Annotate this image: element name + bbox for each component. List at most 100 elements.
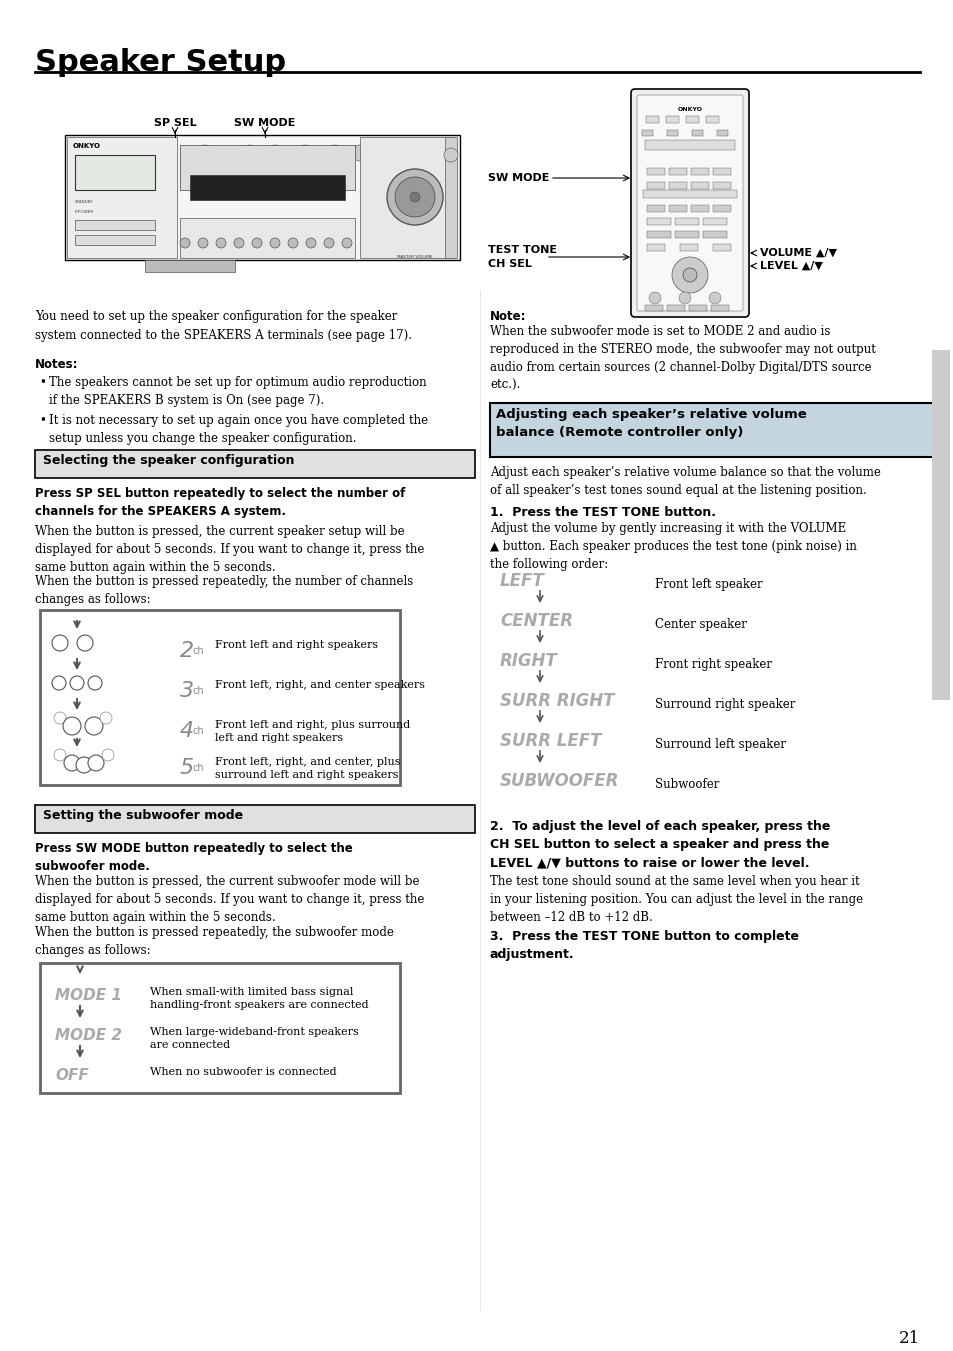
Circle shape [215,238,226,249]
Text: 3: 3 [180,681,193,701]
Circle shape [100,712,112,724]
Text: Notes:: Notes: [35,358,78,372]
FancyBboxPatch shape [40,611,399,785]
FancyBboxPatch shape [690,168,708,176]
Text: MODE 1: MODE 1 [55,988,122,1002]
FancyBboxPatch shape [75,235,154,245]
Circle shape [102,748,113,761]
Text: ch: ch [193,686,204,696]
FancyBboxPatch shape [630,89,748,317]
Circle shape [52,676,66,690]
FancyBboxPatch shape [675,218,699,226]
FancyBboxPatch shape [190,176,345,200]
FancyBboxPatch shape [702,218,726,226]
Text: Setting the subwoofer mode: Setting the subwoofer mode [43,809,243,821]
Circle shape [341,238,352,249]
Circle shape [327,145,343,161]
FancyBboxPatch shape [75,220,154,230]
FancyBboxPatch shape [646,231,670,238]
Circle shape [63,717,81,735]
FancyBboxPatch shape [65,135,459,259]
Text: ch: ch [193,646,204,657]
FancyBboxPatch shape [646,245,664,251]
FancyBboxPatch shape [642,190,737,199]
FancyBboxPatch shape [646,205,664,212]
FancyBboxPatch shape [490,403,939,457]
Text: Center speaker: Center speaker [655,617,746,631]
FancyBboxPatch shape [712,168,730,176]
Circle shape [88,755,104,771]
FancyBboxPatch shape [637,95,742,311]
FancyBboxPatch shape [668,205,686,212]
Text: 3.  Press the TEST TONE button to complete
adjustment.: 3. Press the TEST TONE button to complet… [490,929,799,961]
Text: Front left, right, and center, plus
surround left and right speakers: Front left, right, and center, plus surr… [214,757,400,780]
FancyBboxPatch shape [646,182,664,189]
Text: Adjust each speaker’s relative volume balance so that the volume
of all speaker’: Adjust each speaker’s relative volume ba… [490,466,880,497]
Text: Front right speaker: Front right speaker [655,658,771,671]
FancyBboxPatch shape [702,231,726,238]
FancyBboxPatch shape [180,218,355,258]
Circle shape [54,712,66,724]
FancyBboxPatch shape [690,182,708,189]
Circle shape [270,238,280,249]
Circle shape [395,177,435,218]
Circle shape [180,238,190,249]
Circle shape [76,757,91,773]
Text: When small-with limited bass signal
handling-front speakers are connected: When small-with limited bass signal hand… [150,988,368,1011]
FancyBboxPatch shape [40,963,399,1093]
Text: Front left speaker: Front left speaker [655,578,761,590]
Text: When the button is pressed repeatedly, the subwoofer mode
changes as follows:: When the button is pressed repeatedly, t… [35,925,394,957]
Text: When large-wideband-front speakers
are connected: When large-wideband-front speakers are c… [150,1027,358,1050]
FancyBboxPatch shape [666,305,684,311]
Circle shape [671,257,707,293]
FancyBboxPatch shape [691,130,702,136]
Circle shape [708,292,720,304]
Text: LEFT: LEFT [499,571,544,590]
Circle shape [288,238,297,249]
Text: ONKYO: ONKYO [73,143,101,149]
FancyBboxPatch shape [665,116,679,123]
Text: 4: 4 [180,721,193,740]
Text: LEVEL ▲/▼: LEVEL ▲/▼ [760,261,822,272]
Text: SURR RIGHT: SURR RIGHT [499,692,614,711]
Text: VOLUME ▲/▼: VOLUME ▲/▼ [760,249,836,258]
Circle shape [324,238,334,249]
FancyBboxPatch shape [688,305,706,311]
Text: Front left and right speakers: Front left and right speakers [214,640,377,650]
FancyBboxPatch shape [180,145,355,190]
Circle shape [679,292,690,304]
Text: MASTER VOLUME: MASTER VOLUME [396,255,433,259]
Text: Front left and right, plus surround
left and right speakers: Front left and right, plus surround left… [214,720,410,743]
Circle shape [85,717,103,735]
FancyBboxPatch shape [644,141,734,150]
Text: Surround right speaker: Surround right speaker [655,698,795,711]
FancyBboxPatch shape [444,136,456,258]
Text: It is not necessary to set up again once you have completed the
setup unless you: It is not necessary to set up again once… [49,413,428,444]
Circle shape [88,676,102,690]
Text: Note:: Note: [490,309,526,323]
Circle shape [648,292,660,304]
Text: When the button is pressed, the current subwoofer mode will be
displayed for abo: When the button is pressed, the current … [35,875,424,924]
Text: When no subwoofer is connected: When no subwoofer is connected [150,1067,336,1077]
FancyBboxPatch shape [705,116,719,123]
FancyBboxPatch shape [712,205,730,212]
Text: Press SW MODE button repeatedly to select the
subwoofer mode.: Press SW MODE button repeatedly to selec… [35,842,353,873]
FancyBboxPatch shape [666,130,678,136]
Circle shape [242,145,257,161]
Text: Adjusting each speaker’s relative volume
balance (Remote controller only): Adjusting each speaker’s relative volume… [496,408,806,439]
Text: SP SEL: SP SEL [153,118,196,128]
FancyBboxPatch shape [359,136,455,258]
Text: CENTER: CENTER [499,612,573,630]
FancyBboxPatch shape [690,205,708,212]
FancyBboxPatch shape [644,305,662,311]
Text: Front left, right, and center speakers: Front left, right, and center speakers [214,680,424,690]
Text: SURR LEFT: SURR LEFT [499,732,601,750]
Circle shape [70,676,84,690]
Text: When the subwoofer mode is set to MODE 2 and audio is
reproduced in the STEREO m: When the subwoofer mode is set to MODE 2… [490,326,875,392]
FancyBboxPatch shape [75,155,154,190]
Text: Subwoofer: Subwoofer [655,778,719,790]
FancyBboxPatch shape [712,182,730,189]
Text: 2: 2 [180,640,193,661]
Text: OFF: OFF [55,1069,89,1084]
Text: ONKYO: ONKYO [677,107,701,112]
